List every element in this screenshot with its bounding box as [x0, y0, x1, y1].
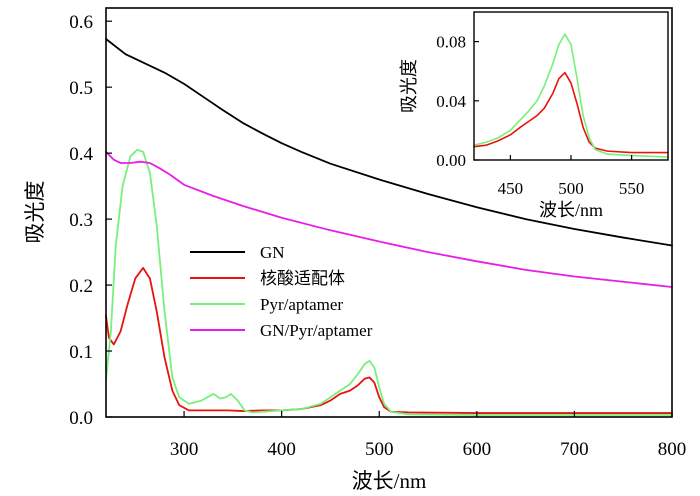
inset-x-tick-label: 450 — [498, 179, 524, 198]
legend-label-aptamer: 核酸适配体 — [260, 269, 345, 288]
y-tick-label: 0.0 — [69, 408, 93, 429]
series-line-gn-pyr-aptamer — [105, 150, 673, 288]
x-tick-label: 800 — [658, 439, 687, 460]
y-axis-title: 吸光度 — [23, 181, 47, 244]
x-tick-label: 300 — [170, 439, 199, 460]
inset-x-axis-title: 波长/nm — [539, 200, 603, 220]
y-tick-label: 0.5 — [69, 78, 93, 99]
inset-y-tick-label: 0.04 — [436, 92, 466, 111]
main-ticks: 300 400 500 600 700 800 0.0 0.1 0.2 0.3 0.4 0.5 0.6 — [69, 12, 686, 460]
series-line-gn — [105, 38, 673, 247]
legend: GN 核酸适配体 Pyr/aptamer GN/Pyr/aptamer — [190, 243, 373, 340]
legend-label-gn-pyr-aptamer: GN/Pyr/aptamer — [260, 321, 373, 340]
inset-series-lines — [473, 33, 669, 158]
inset-ticks: 450 500 550 0.00 0.04 0.08 — [436, 33, 644, 198]
main-plot-frame — [105, 7, 673, 418]
x-tick-label: 500 — [365, 439, 394, 460]
legend-label-gn: GN — [260, 243, 285, 262]
y-tick-label: 0.6 — [69, 12, 93, 33]
inset-y-axis-title: 吸光度 — [399, 59, 419, 113]
inset-series-line-pyr-aptamer — [473, 33, 669, 158]
main-series-lines — [105, 38, 673, 416]
y-tick-label: 0.3 — [69, 210, 93, 231]
x-tick-label: 400 — [267, 439, 296, 460]
y-tick-label: 0.1 — [69, 342, 93, 363]
legend-label-pyr-aptamer: Pyr/aptamer — [260, 295, 343, 314]
main-chart: 300 400 500 600 700 8000.00.10.20.30.40.50.6 … — [23, 7, 686, 493]
x-axis-title: 波长/nm — [352, 469, 427, 493]
inset-x-tick-label: 550 — [619, 179, 645, 198]
inset-y-tick-label: 0.00 — [436, 151, 466, 170]
inset-x-tick-label: 500 — [558, 179, 584, 198]
x-tick-label: 600 — [463, 439, 492, 460]
inset-chart: 450 500 550 0.00 0.04 0.08 波长/nm 吸光度 — [399, 11, 669, 220]
x-tick-label: 700 — [560, 439, 589, 460]
y-tick-label: 0.4 — [69, 144, 93, 165]
series-line-pyr-aptamer — [105, 148, 673, 416]
inset-y-tick-label: 0.08 — [436, 33, 466, 52]
series-line-aptamer — [105, 267, 673, 414]
y-tick-label: 0.2 — [69, 276, 93, 297]
inset-background — [474, 12, 668, 160]
